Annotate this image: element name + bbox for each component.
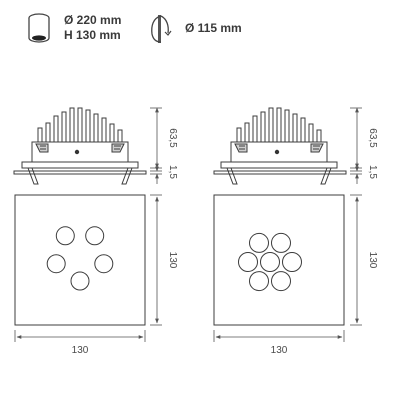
left-side-dimension bbox=[150, 194, 162, 326]
left-height-dimension bbox=[150, 107, 162, 184]
left-height-label: 63,5 bbox=[167, 128, 178, 148]
right-clip-leg bbox=[226, 167, 238, 185]
left-side-view bbox=[13, 107, 147, 185]
right-side-label: 130 bbox=[367, 252, 378, 269]
right-height-label: 63,5 bbox=[367, 128, 378, 148]
led-lens bbox=[46, 254, 66, 274]
left-flange bbox=[13, 170, 147, 175]
led-lens bbox=[282, 252, 302, 272]
led-lens bbox=[271, 271, 291, 292]
led-lens bbox=[55, 226, 75, 246]
left-width-label: 130 bbox=[72, 345, 89, 356]
led-lens bbox=[249, 232, 269, 253]
right-side-view bbox=[213, 107, 347, 185]
led-lens bbox=[94, 254, 114, 274]
housing-height-label: H 130 mm bbox=[64, 28, 121, 42]
left-flange-label: 1,5 bbox=[167, 165, 178, 179]
right-side-dimension bbox=[350, 194, 362, 326]
led-lens bbox=[70, 271, 90, 291]
led-lens bbox=[271, 232, 291, 253]
led-lens bbox=[85, 226, 105, 246]
right-flange-label: 1,5 bbox=[367, 165, 378, 179]
led-lens bbox=[260, 252, 280, 272]
left-clip-leg bbox=[121, 167, 133, 185]
left-side-label: 130 bbox=[167, 252, 178, 269]
right-width-label: 130 bbox=[271, 345, 288, 356]
right-clip-leg bbox=[320, 167, 332, 185]
housing-diameter-label: Ø 220 mm bbox=[64, 13, 122, 27]
right-center-screw bbox=[274, 149, 280, 155]
left-front-plate bbox=[14, 194, 146, 326]
right-height-dimension bbox=[350, 107, 362, 184]
left-center-screw bbox=[74, 149, 80, 155]
left-width-dimension bbox=[14, 330, 146, 342]
right-lens-group bbox=[238, 232, 302, 292]
led-lens bbox=[238, 252, 258, 272]
right-flange bbox=[213, 170, 347, 175]
right-width-dimension bbox=[213, 330, 345, 342]
left-clip-leg bbox=[27, 167, 39, 185]
left-lens-group bbox=[46, 226, 114, 291]
led-lens bbox=[249, 271, 269, 292]
left-heatsink-fins bbox=[37, 107, 123, 142]
ceiling-cutout-icon bbox=[151, 15, 172, 43]
cylinder-housing-icon bbox=[28, 13, 50, 43]
cutout-diameter-label: Ø 115 mm bbox=[185, 21, 242, 35]
right-heatsink-fins bbox=[236, 107, 322, 142]
